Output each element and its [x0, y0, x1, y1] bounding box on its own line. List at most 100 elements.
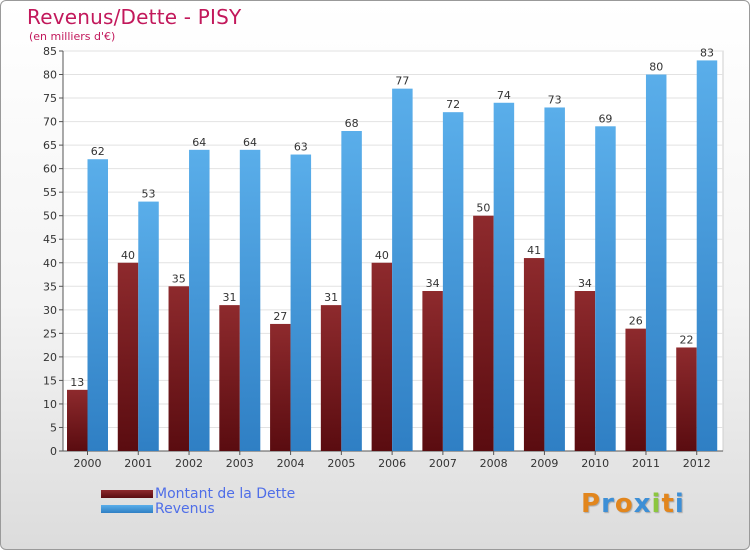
y-tick-label: 35	[43, 280, 57, 293]
data-label-debt: 31	[324, 291, 338, 304]
logo-letter: x	[633, 489, 652, 519]
bar-debt	[523, 258, 545, 451]
bar-debt	[625, 328, 646, 451]
x-tick-label: 2009	[530, 457, 558, 470]
y-tick-label: 40	[43, 257, 57, 270]
y-tick-label: 15	[43, 374, 57, 387]
legend-swatch-debt	[101, 490, 153, 498]
legend-label-debt: Montant de la Dette	[155, 486, 296, 502]
bar-revenue	[290, 154, 312, 451]
bar-debt	[676, 347, 697, 451]
legend-label-revenue: Revenus	[155, 501, 215, 517]
x-tick-label: 2004	[277, 457, 305, 470]
data-label-revenue: 74	[497, 89, 511, 102]
bar-revenue	[138, 201, 159, 451]
logo-letter: r	[601, 489, 615, 519]
data-label-revenue: 77	[395, 75, 409, 88]
bar-revenue	[189, 149, 210, 451]
data-label-revenue: 63	[294, 141, 308, 154]
y-tick-label: 65	[43, 139, 57, 152]
data-label-revenue: 72	[446, 98, 460, 111]
data-label-debt: 41	[527, 244, 541, 257]
x-tick-label: 2008	[480, 457, 508, 470]
bar-debt	[168, 286, 190, 451]
x-tick-label: 2011	[632, 457, 660, 470]
y-tick-label: 75	[43, 92, 57, 105]
bar-revenue	[239, 149, 261, 451]
bar-debt	[219, 305, 240, 451]
y-tick-label: 30	[43, 304, 57, 317]
data-label-revenue: 64	[192, 136, 206, 149]
x-tick-label: 2010	[581, 457, 609, 470]
bar-revenue	[392, 88, 413, 451]
bar-revenue	[595, 126, 616, 451]
bar-debt	[117, 262, 139, 451]
x-tick-label: 2012	[683, 457, 711, 470]
y-tick-label: 50	[43, 210, 57, 223]
proxiti-logo: Proxiti	[581, 489, 685, 519]
y-tick-label: 10	[43, 398, 57, 411]
chart-subtitle: (en milliers d'€)	[29, 30, 116, 43]
data-label-debt: 13	[70, 376, 84, 389]
logo-letter: o	[614, 489, 634, 519]
data-label-debt: 50	[476, 202, 490, 215]
x-tick-label: 2002	[175, 457, 203, 470]
logo-letter: i	[651, 489, 662, 519]
x-tick-label: 2001	[124, 457, 152, 470]
bar-layer	[67, 60, 718, 452]
y-tick-label: 25	[43, 327, 57, 340]
y-tick-label: 20	[43, 351, 57, 364]
y-tick-label: 60	[43, 163, 57, 176]
data-label-revenue: 62	[91, 145, 105, 158]
bar-revenue	[645, 74, 667, 451]
bar-revenue	[493, 102, 515, 451]
x-tick-label: 2007	[429, 457, 457, 470]
data-label-debt: 26	[629, 315, 643, 328]
logo-letter: P	[581, 489, 602, 519]
bar-revenue	[442, 112, 464, 452]
bar-debt	[473, 215, 494, 451]
y-tick-label: 45	[43, 233, 57, 246]
legend-swatch-revenue	[101, 505, 153, 513]
data-label-debt: 27	[273, 310, 287, 323]
y-tick-label: 85	[43, 45, 57, 58]
logo-letter: t	[661, 489, 675, 519]
bar-debt	[67, 389, 88, 451]
data-label-revenue: 68	[345, 117, 359, 130]
bar-debt	[270, 323, 291, 451]
data-label-revenue: 73	[548, 93, 562, 106]
bar-debt	[371, 262, 393, 451]
bar-debt	[574, 291, 596, 451]
y-tick-label: 80	[43, 69, 57, 82]
data-label-debt: 40	[121, 249, 135, 262]
data-label-debt: 34	[578, 277, 592, 290]
bar-debt	[320, 305, 342, 451]
label-layer: 13 62 40 53 35 64 31 64 27 63 31 68 40 77 34 72 50 74 41 73…	[70, 46, 714, 388]
x-tick-label: 2000	[74, 457, 102, 470]
data-label-revenue: 53	[142, 188, 156, 201]
data-label-debt: 22	[679, 333, 693, 346]
data-label-debt: 40	[375, 249, 389, 262]
bar-revenue	[544, 107, 565, 452]
logo-letter: i	[674, 489, 685, 519]
data-label-debt: 34	[426, 277, 440, 290]
bar-debt	[422, 291, 443, 451]
chart-title: Revenus/Dette - PISY	[27, 5, 242, 29]
y-tick-label: 70	[43, 116, 57, 129]
y-tick-label: 0	[50, 445, 57, 458]
data-label-revenue: 64	[243, 136, 257, 149]
data-label-revenue: 83	[700, 46, 714, 59]
bar-revenue	[341, 131, 362, 451]
data-label-debt: 35	[172, 272, 186, 285]
data-label-debt: 31	[223, 291, 237, 304]
y-tick-label: 55	[43, 186, 57, 199]
data-label-revenue: 69	[598, 112, 612, 125]
bar-revenue	[696, 60, 718, 451]
x-tick-label: 2005	[327, 457, 355, 470]
y-tick-label: 5	[50, 421, 57, 434]
x-tick-label: 2003	[226, 457, 254, 470]
bar-revenue	[87, 159, 108, 451]
x-tick-label: 2006	[378, 457, 406, 470]
